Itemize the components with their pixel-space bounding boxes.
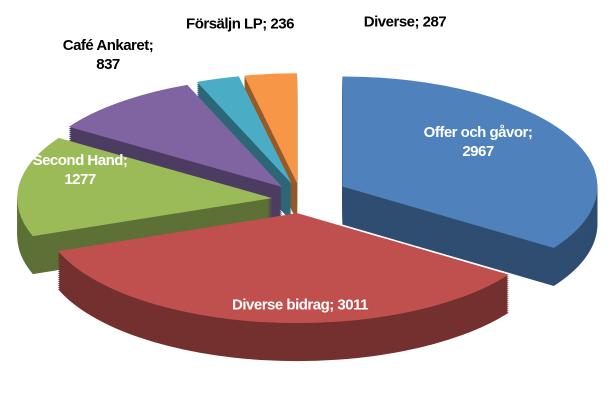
slice-value: 837 (96, 56, 120, 73)
data-label: Försäljn LP; 236 (140, 15, 340, 34)
data-label: Second Hand; 1277 (25, 151, 135, 189)
data-label: Diverse; 287 (305, 13, 505, 32)
slice-name: Second Hand; (32, 152, 128, 169)
slice (58, 213, 509, 324)
slice-value: 2967 (462, 143, 494, 160)
slice-value: 236 (270, 15, 294, 33)
slice-name: Café Ankaret; (62, 37, 154, 54)
slice-name: Diverse; (363, 13, 420, 31)
slice-name: Offer och gåvor; (423, 124, 533, 141)
slice-value: 287 (422, 13, 447, 31)
slice (244, 73, 298, 184)
slice-value: 1277 (64, 171, 96, 188)
slice (68, 84, 283, 188)
data-label: Diverse bidrag; 3011 (220, 296, 380, 315)
data-label: Offer och gåvor; 2967 (413, 123, 543, 161)
slice-value: 3011 (337, 296, 368, 314)
data-label: Café Ankaret; 837 (58, 36, 158, 74)
slice-name: Diverse bidrag; (232, 296, 334, 314)
slice (196, 76, 292, 184)
slice (342, 76, 598, 248)
slice-name: Försäljn LP; (186, 15, 267, 33)
slice (17, 137, 273, 237)
